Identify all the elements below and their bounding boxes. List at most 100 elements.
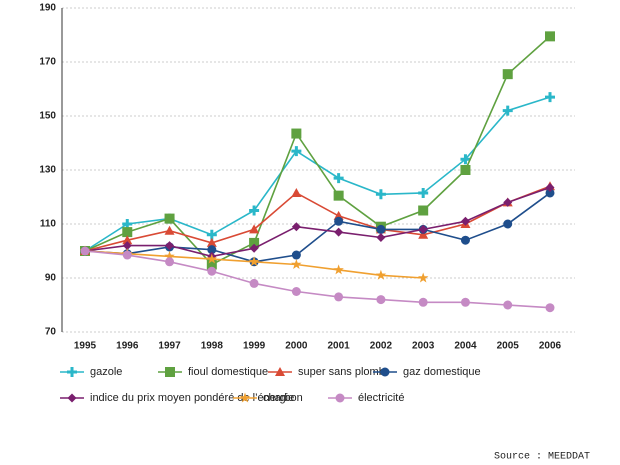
marker <box>207 266 217 276</box>
marker <box>291 128 302 139</box>
legend-label: gazole <box>90 366 122 378</box>
marker <box>239 392 251 403</box>
marker <box>165 367 175 377</box>
marker <box>460 235 470 245</box>
legend-label: charbon <box>263 392 303 404</box>
marker <box>503 197 513 207</box>
marker <box>291 259 302 269</box>
marker <box>249 205 260 216</box>
source: Source : MEEDDAT <box>494 452 590 463</box>
marker <box>503 219 513 229</box>
marker <box>122 235 133 245</box>
x-tick-label: 1998 <box>201 341 224 352</box>
y-tick-label: 170 <box>39 57 56 68</box>
marker <box>334 216 344 226</box>
marker <box>376 295 386 305</box>
x-tick-label: 2001 <box>328 341 351 352</box>
marker <box>334 227 344 237</box>
marker <box>333 190 344 201</box>
series-line <box>84 250 551 309</box>
series-line <box>84 192 551 263</box>
x-tick-label: 1999 <box>243 341 266 352</box>
marker <box>291 287 301 296</box>
marker <box>291 146 302 157</box>
marker <box>164 250 175 261</box>
marker <box>122 227 133 238</box>
marker <box>460 154 471 165</box>
marker <box>291 187 302 197</box>
marker <box>291 250 301 260</box>
x-tick-label: 2005 <box>497 341 520 352</box>
x-tick-label: 2006 <box>539 341 562 352</box>
y-tick-label: 70 <box>45 327 57 338</box>
x-tick-label: 1997 <box>158 341 181 352</box>
marker <box>545 183 555 193</box>
x-tick-label: 2002 <box>370 341 393 352</box>
marker <box>545 188 555 198</box>
legend-label: gaz domestique <box>403 366 481 378</box>
marker <box>460 165 471 175</box>
marker <box>249 243 259 253</box>
marker <box>249 237 260 248</box>
series-line <box>84 96 551 252</box>
marker <box>207 245 217 255</box>
marker <box>545 303 555 313</box>
marker <box>80 246 90 256</box>
marker <box>206 237 217 247</box>
x-tick-label: 1996 <box>116 341 139 352</box>
marker <box>248 256 260 267</box>
marker <box>502 105 513 116</box>
marker <box>165 257 175 267</box>
marker <box>545 92 555 103</box>
marker <box>333 264 344 275</box>
marker <box>206 253 218 264</box>
marker <box>502 69 513 80</box>
series-line <box>84 35 551 266</box>
marker <box>503 300 513 310</box>
marker <box>333 173 344 184</box>
marker <box>418 229 429 239</box>
marker <box>375 269 387 280</box>
marker <box>165 241 175 251</box>
marker <box>122 241 132 251</box>
series-line <box>84 186 551 258</box>
marker <box>334 292 344 302</box>
marker <box>67 393 77 403</box>
marker <box>418 297 428 307</box>
marker <box>249 224 260 234</box>
marker <box>460 297 470 307</box>
legend-label: super sans plomb <box>298 366 385 378</box>
marker <box>275 367 285 376</box>
series-line <box>84 185 551 252</box>
marker <box>164 225 175 235</box>
marker <box>375 189 386 200</box>
marker <box>249 278 259 288</box>
y-tick-label: 110 <box>40 219 57 230</box>
x-tick-label: 1995 <box>74 341 97 352</box>
marker <box>417 272 429 283</box>
marker <box>376 233 386 242</box>
marker <box>460 216 470 226</box>
marker <box>376 224 386 234</box>
marker <box>122 250 132 260</box>
marker <box>335 393 345 403</box>
y-tick-label: 130 <box>39 165 56 176</box>
marker <box>545 31 555 42</box>
x-tick-label: 2003 <box>412 341 435 352</box>
legend-label: fioul domestique <box>188 366 268 378</box>
marker <box>206 259 217 270</box>
x-tick-label: 2004 <box>454 341 477 352</box>
y-tick-label: 90 <box>45 273 57 284</box>
y-tick-label: 150 <box>39 111 56 122</box>
marker <box>418 224 428 234</box>
legend-label: électricité <box>358 392 404 404</box>
marker <box>380 367 390 377</box>
x-tick-label: 2000 <box>285 341 308 352</box>
y-tick-label: 190 <box>39 3 56 14</box>
marker <box>164 213 175 224</box>
marker <box>418 205 429 216</box>
marker <box>67 367 77 377</box>
marker <box>291 222 301 232</box>
marker <box>418 187 429 198</box>
